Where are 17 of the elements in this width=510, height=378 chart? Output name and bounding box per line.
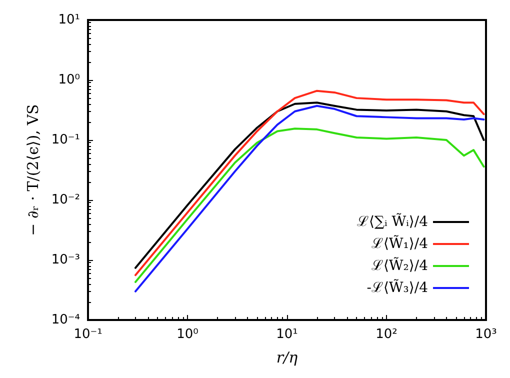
legend-label: -ℒ⟨W̃₃⟩/4 bbox=[366, 278, 428, 296]
y-tick-label: 10⁻¹ bbox=[51, 132, 80, 148]
x-tick-label: 10² bbox=[376, 327, 398, 342]
y-axis-title: − ∂ᵣ · T/(2⟨ϵ⟩), VS bbox=[24, 104, 42, 236]
legend-label: ℒ⟨W̃₁⟩/4 bbox=[371, 234, 428, 252]
x-tick-label: 10⁻¹ bbox=[74, 327, 102, 342]
legend-label: ℒ⟨W̃₂⟩/4 bbox=[371, 256, 428, 274]
y-tick-label: 10⁻³ bbox=[51, 252, 80, 268]
x-axis-title: r/η bbox=[276, 348, 298, 366]
x-tick-label: 10³ bbox=[475, 327, 497, 342]
x-tick-label: 10⁰ bbox=[176, 327, 198, 342]
y-tick-label: 10⁻⁴ bbox=[51, 312, 80, 328]
y-tick-label: 10⁰ bbox=[58, 72, 80, 88]
y-tick-label: 10⁻² bbox=[51, 192, 80, 208]
x-tick-label: 10¹ bbox=[276, 327, 298, 342]
y-tick-label: 10¹ bbox=[58, 12, 80, 28]
legend-label: ℒ⟨∑ᵢ W̃ᵢ⟩/4 bbox=[356, 212, 428, 230]
